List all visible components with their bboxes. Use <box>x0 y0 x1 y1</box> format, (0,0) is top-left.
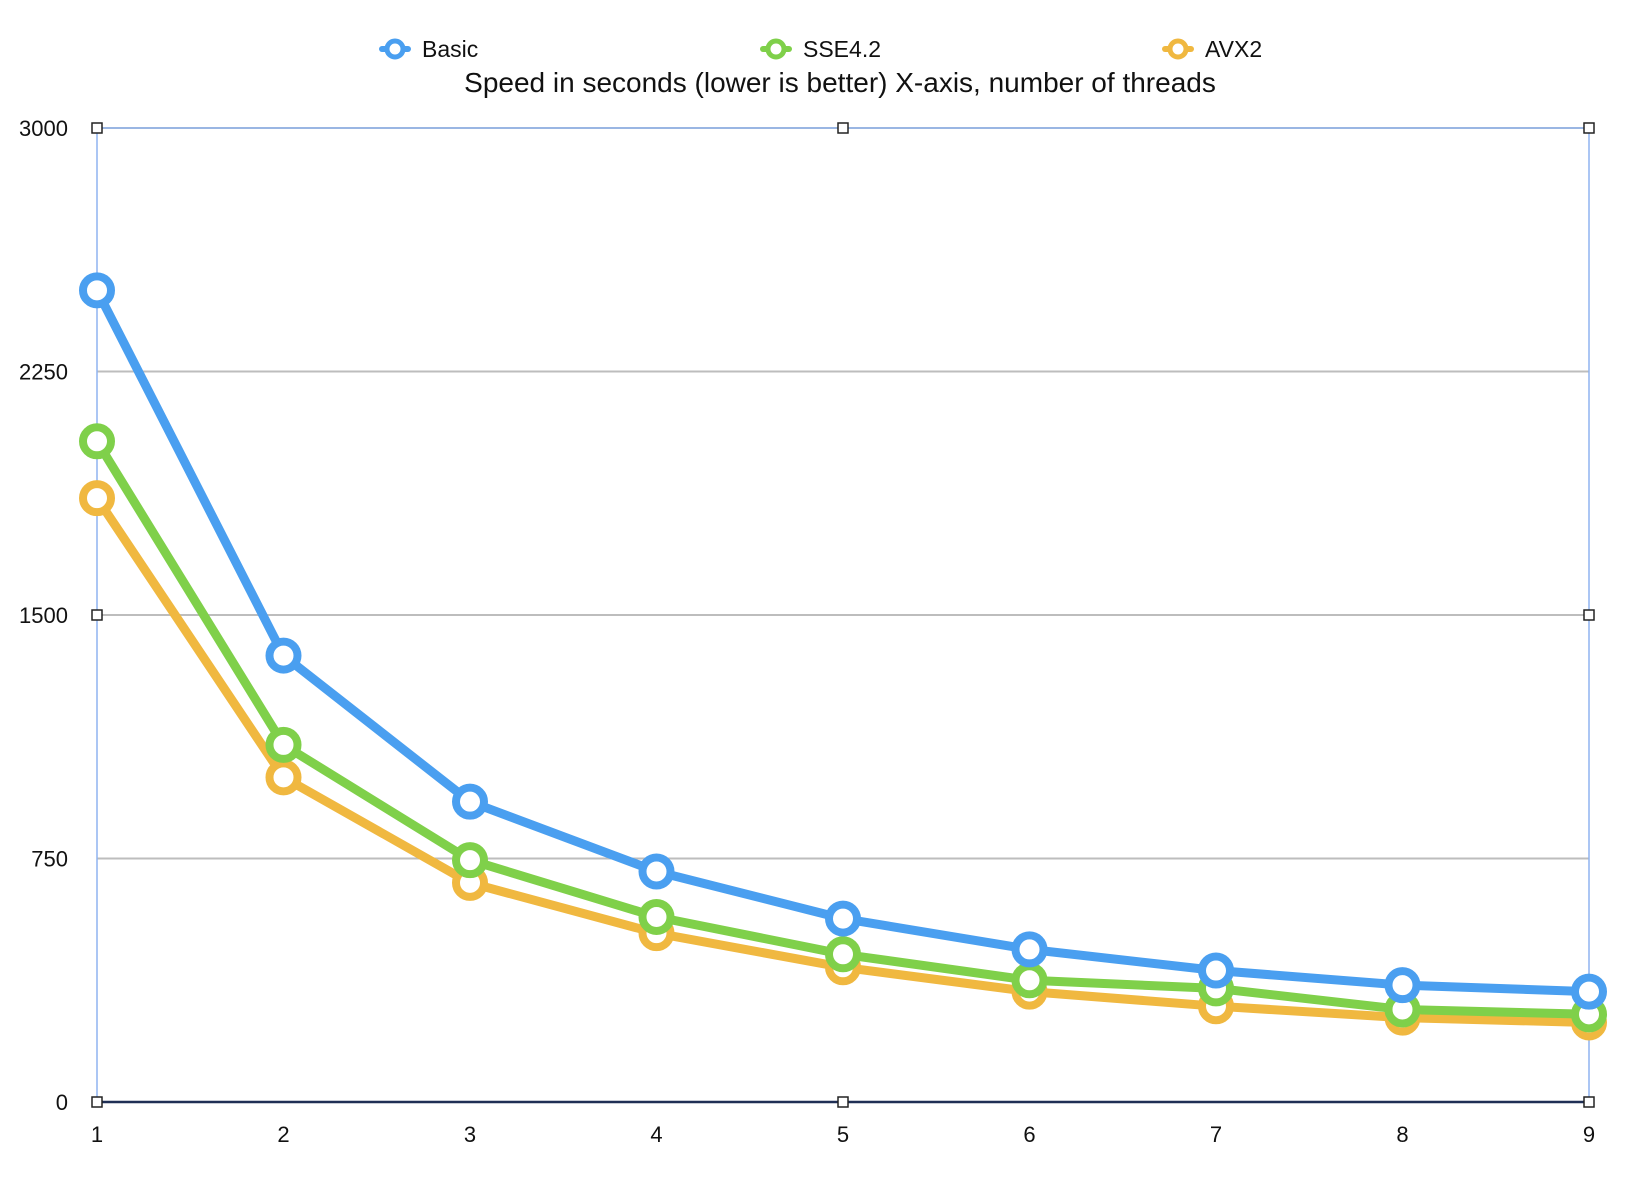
series-group <box>79 272 1607 1041</box>
legend-label: Basic <box>422 36 478 62</box>
data-point <box>79 480 115 517</box>
grid <box>97 127 1589 860</box>
y-tick-label: 1500 <box>19 603 68 628</box>
data-point <box>638 853 675 890</box>
data-point <box>265 726 302 763</box>
data-point <box>1011 931 1048 968</box>
selection-handle[interactable] <box>1583 609 1595 621</box>
series-line-basic <box>92 285 1594 997</box>
selection-handle[interactable] <box>91 609 103 621</box>
data-point <box>825 900 861 937</box>
selection-handle[interactable] <box>1583 1096 1595 1108</box>
data-point <box>79 272 115 309</box>
x-tick-label: 3 <box>464 1122 476 1147</box>
selection-handle[interactable] <box>91 1096 103 1108</box>
data-point <box>1384 967 1421 1004</box>
data-point <box>1571 973 1607 1010</box>
x-tick-label: 9 <box>1583 1122 1595 1147</box>
data-point <box>452 842 488 879</box>
legend-swatch-marker <box>765 38 787 60</box>
selection-handle[interactable] <box>91 122 103 134</box>
x-tick-label: 8 <box>1396 1122 1408 1147</box>
data-point <box>265 759 302 796</box>
x-tick-label: 2 <box>277 1122 289 1147</box>
data-point <box>265 637 302 674</box>
x-tick-label: 5 <box>837 1122 849 1147</box>
x-tick-label: 1 <box>91 1122 103 1147</box>
y-tick-label: 3000 <box>19 116 68 141</box>
chart-title: Speed in seconds (lower is better) X-axi… <box>464 67 1216 98</box>
selection-handle[interactable] <box>837 1096 849 1108</box>
x-axis: 1 2 3 4 5 6 7 8 9 <box>91 1122 1595 1147</box>
y-tick-label: 0 <box>56 1090 68 1115</box>
legend-swatch-marker <box>384 38 406 60</box>
selection-handle[interactable] <box>837 122 849 134</box>
data-point <box>1198 952 1234 989</box>
selection-handle[interactable] <box>1583 122 1595 134</box>
x-tick-label: 4 <box>650 1122 662 1147</box>
y-axis: 0 750 1500 2250 3000 <box>19 116 68 1115</box>
data-point <box>1011 962 1048 999</box>
y-tick-label: 750 <box>31 847 68 872</box>
legend-label: AVX2 <box>1205 36 1262 62</box>
data-point <box>452 783 488 820</box>
selection-handles <box>91 122 1595 1108</box>
legend: Basic SSE4.2 AVX2 <box>379 36 1262 62</box>
legend-swatch-marker <box>1167 38 1189 60</box>
data-point <box>825 936 861 973</box>
legend-label: SSE4.2 <box>803 36 881 62</box>
data-point <box>79 423 115 460</box>
x-tick-label: 6 <box>1023 1122 1035 1147</box>
y-tick-label: 2250 <box>19 360 68 385</box>
data-point <box>638 898 675 935</box>
x-tick-label: 7 <box>1210 1122 1222 1147</box>
